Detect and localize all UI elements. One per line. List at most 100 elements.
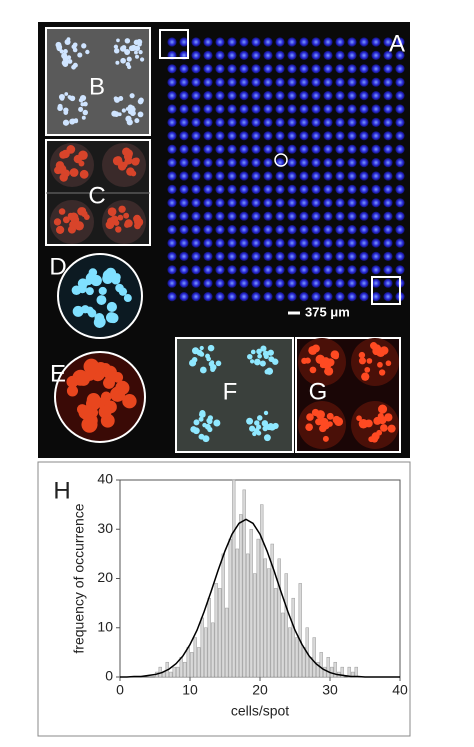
cell <box>71 285 82 296</box>
spot <box>347 50 357 61</box>
spot <box>179 225 189 235</box>
cell <box>247 353 253 360</box>
spot <box>347 117 357 127</box>
bar <box>274 588 278 678</box>
spot <box>203 37 213 47</box>
spot <box>179 117 189 127</box>
bar <box>267 568 271 678</box>
spot <box>263 278 273 288</box>
cell <box>69 95 76 102</box>
spot <box>215 251 225 261</box>
cell <box>111 275 121 285</box>
y-tick-label: 0 <box>105 668 113 684</box>
spot <box>359 171 369 181</box>
spot <box>335 50 345 61</box>
spot <box>395 131 405 141</box>
spot <box>227 77 237 87</box>
panel-label: H <box>53 477 70 504</box>
spot <box>179 292 189 302</box>
cell <box>59 150 67 159</box>
spot <box>287 251 297 261</box>
spot <box>359 37 369 47</box>
spot <box>203 211 213 221</box>
cell <box>59 165 66 173</box>
spot <box>311 91 321 101</box>
bar <box>291 597 295 678</box>
spot <box>395 91 405 101</box>
spot <box>395 104 405 114</box>
spot <box>395 77 405 87</box>
spot <box>251 158 261 168</box>
inset-frame <box>175 337 294 453</box>
spot <box>263 238 273 248</box>
spot <box>251 198 261 208</box>
spot <box>335 171 345 181</box>
spot <box>215 131 225 141</box>
spot <box>359 104 369 114</box>
spot <box>179 278 189 288</box>
spot <box>215 198 225 208</box>
bar <box>354 666 358 678</box>
spot <box>275 37 285 47</box>
spot <box>167 265 177 275</box>
spot <box>167 117 177 127</box>
spot <box>383 278 393 288</box>
spot <box>299 117 309 127</box>
spot <box>203 104 213 114</box>
cell <box>309 366 317 374</box>
spot <box>275 50 285 61</box>
spot <box>167 64 177 74</box>
spot <box>311 265 321 275</box>
spot <box>299 131 309 141</box>
spot <box>251 64 261 74</box>
spot <box>383 144 393 154</box>
bar <box>176 666 180 678</box>
spot <box>239 77 249 87</box>
spot <box>359 225 369 235</box>
spot <box>251 104 261 114</box>
cell <box>56 44 63 51</box>
spot <box>179 131 189 141</box>
cell <box>66 145 76 154</box>
spot <box>275 171 285 181</box>
cell <box>138 50 143 55</box>
spot <box>227 50 237 61</box>
bar <box>281 612 285 678</box>
cell <box>134 118 140 124</box>
spot <box>275 278 285 288</box>
spot <box>251 77 261 87</box>
spot <box>359 117 369 127</box>
spot <box>311 278 321 288</box>
spot <box>311 238 321 248</box>
spot <box>371 278 381 288</box>
spot <box>215 144 225 154</box>
bar <box>270 543 274 678</box>
spot <box>179 238 189 248</box>
spot <box>191 278 201 288</box>
spot <box>227 251 237 261</box>
spot <box>395 64 405 74</box>
y-tick-label: 40 <box>97 471 113 487</box>
spot <box>227 171 237 181</box>
cell <box>262 350 270 357</box>
spot <box>203 225 213 235</box>
spot <box>275 144 285 154</box>
spot <box>227 292 237 302</box>
cell <box>61 52 68 59</box>
spot <box>311 104 321 114</box>
x-tick-label: 10 <box>182 682 198 698</box>
spot <box>335 117 345 127</box>
spot <box>191 158 201 168</box>
cell <box>257 353 262 359</box>
bar <box>197 647 201 678</box>
cell <box>130 44 137 52</box>
spot <box>359 251 369 261</box>
bar <box>239 514 243 678</box>
spot <box>395 117 405 127</box>
spot <box>395 50 405 61</box>
bar <box>298 583 302 678</box>
spot <box>239 50 249 61</box>
spot <box>215 158 225 168</box>
spot <box>371 225 381 235</box>
